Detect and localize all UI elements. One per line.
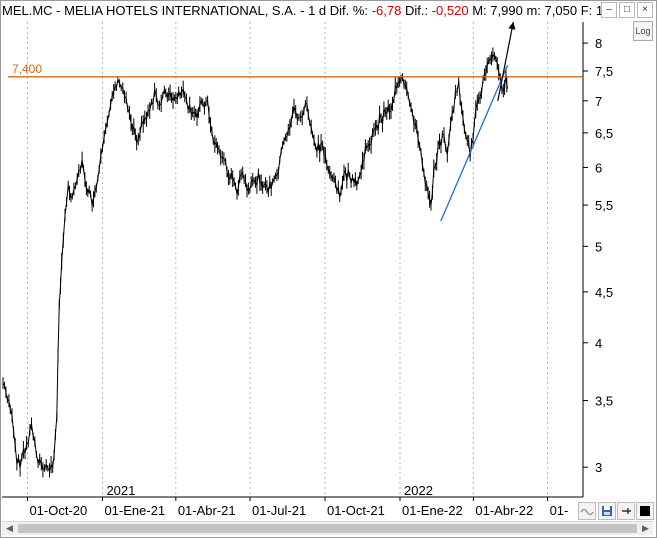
diff-label: Dif.: (404, 3, 429, 18)
square-icon (640, 506, 650, 516)
stop-button[interactable] (636, 502, 654, 520)
pin-button[interactable] (617, 502, 635, 520)
diff-value: -0,520 (431, 3, 469, 18)
wave-icon (580, 508, 594, 516)
resistance-label: 7,400 (12, 62, 42, 76)
projection-arrow (497, 21, 514, 101)
min-value: 7,050 (544, 3, 578, 18)
scroll-right-icon[interactable]: ▶ (642, 523, 649, 533)
x-tick-label: 01-Oct-20 (29, 503, 87, 518)
y-tick-label: 5,5 (595, 198, 613, 213)
support-trend-line (440, 65, 509, 222)
x-tick-label: 01-Abr-22 (475, 503, 533, 518)
year-marker-label: 2021 (106, 483, 135, 498)
pct-value: -6,78 (371, 3, 402, 18)
x-tick-label: 01-Abr-21 (178, 503, 236, 518)
x-tick-label: 01-Ene-22 (402, 503, 463, 518)
year-marker-label: 2022 (404, 483, 433, 498)
maximize-button[interactable]: □ (619, 2, 635, 18)
grid (26, 22, 549, 497)
chart-header: MEL.MC - MELIA HOTELS INTERNATIONAL, S.A… (2, 2, 612, 20)
y-tick-label: 4 (595, 336, 602, 351)
scroll-thumb[interactable] (18, 524, 637, 533)
wave-tool-button[interactable] (578, 502, 596, 520)
y-tick-label: 7,5 (595, 64, 613, 79)
pin-icon (622, 508, 631, 514)
y-tick-label: 5 (595, 239, 602, 254)
y-tick-label: 6 (595, 160, 602, 175)
y-ticks: 3 3,5 4 4,5 5 5,5 6 6,5 7 7,5 8 (583, 36, 613, 475)
arrow-head (508, 22, 516, 30)
drawn-lines: 7,400 (8, 21, 583, 222)
max-label: M: (472, 3, 487, 18)
x-tick-label: 01-Oct-21 (327, 503, 385, 518)
x-tick-label: 01-Ene-21 (104, 503, 165, 518)
series (2, 47, 509, 478)
y-tick-label: 7 (595, 94, 602, 109)
max-value: 7,990 (490, 3, 523, 18)
x-tick-label: 01-Jul-21 (252, 503, 306, 518)
company-name: MELIA HOTELS INTERNATIONAL, S.A. (64, 3, 297, 18)
horizontal-scrollbar[interactable]: ◀ ▶ (2, 521, 653, 535)
y-tick-label: 8 (595, 36, 602, 51)
minimize-button[interactable]: – (601, 2, 617, 18)
scroll-left-icon[interactable]: ◀ (6, 523, 13, 533)
min-label: m: (526, 3, 541, 18)
symbol: MEL.MC (2, 3, 53, 18)
y-tick-label: 6,5 (595, 126, 613, 141)
close-button[interactable]: × (637, 2, 653, 18)
save-button[interactable] (598, 502, 616, 520)
pct-label: Dif. %: (329, 3, 369, 18)
log-scale-toggle[interactable]: Log (633, 21, 653, 41)
price-line (2, 53, 509, 472)
x-ticks: 01-Oct-20 01-Ene-21 01-Abr-21 01-Jul-21 01-O… (26, 483, 569, 518)
period: 1 d (308, 3, 327, 18)
y-tick-label: 3,5 (595, 394, 613, 409)
y-tick-label: 4,5 (595, 285, 613, 300)
floppy-icon (602, 506, 612, 516)
x-tick-label: 01- (550, 503, 569, 518)
y-tick-label: 3 (595, 460, 602, 475)
window-controls: – □ × (601, 2, 653, 18)
